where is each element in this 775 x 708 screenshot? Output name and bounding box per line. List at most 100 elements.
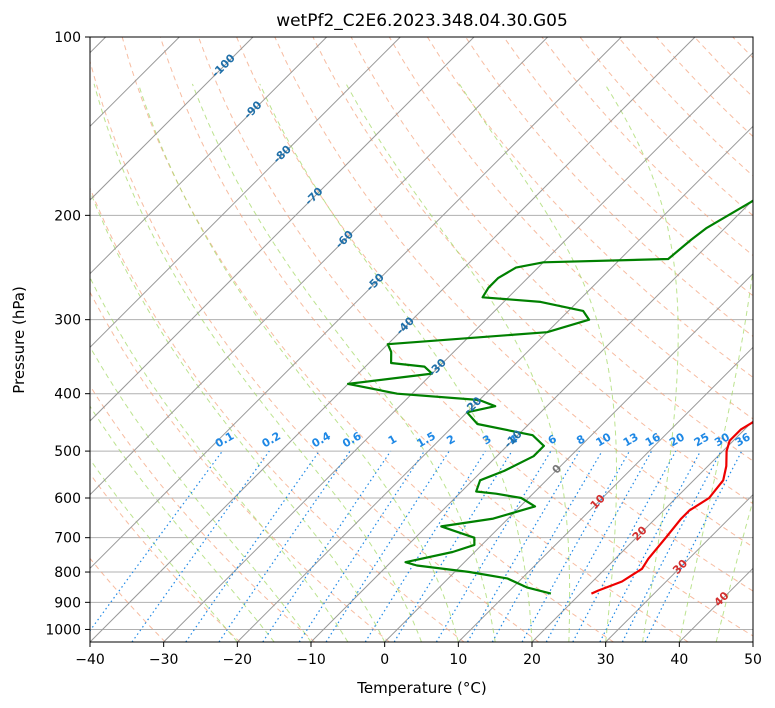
dry-adiabat (771, 37, 775, 642)
x-tick-label: −10 (296, 652, 326, 668)
isotherm (90, 37, 401, 349)
moist-adiabat (259, 83, 533, 642)
x-tick-label: −20 (223, 652, 253, 668)
mixing-ratio-line (131, 450, 270, 642)
mixing-ratio-line (364, 450, 486, 642)
mixing-ratio-line (545, 450, 653, 642)
mixing-ratio-label: 0.1 (213, 429, 236, 450)
x-axis-label: Temperature (°C) (356, 679, 486, 697)
mixing-ratio-label: 0.4 (310, 429, 334, 450)
dry-adiabat (656, 37, 753, 138)
mixing-ratio-label: 6 (546, 432, 559, 447)
y-axis: 100 200 300 400 500 600 700 800 900 1000 (45, 30, 90, 638)
dry-adiabat (236, 37, 753, 592)
y-tick-label: 1000 (45, 622, 81, 638)
dewpoint-profile-line (347, 199, 753, 595)
dry-adiabat (694, 37, 753, 98)
dry-adiabat (503, 37, 753, 297)
dry-adiabat (274, 37, 753, 548)
dry-adiabat (90, 59, 540, 642)
isotherm-label: -50 (364, 271, 387, 294)
dry-adiabat (90, 186, 465, 642)
mixing-ratio-label: 1 (386, 432, 399, 447)
moist-adiabat (90, 345, 312, 642)
moist-adiabat (715, 498, 753, 642)
x-tick-label: 40 (670, 652, 688, 668)
isotherm (531, 420, 753, 642)
x-tick-label: −30 (149, 652, 179, 668)
profiles (347, 199, 753, 595)
y-axis-label: Pressure (hPa) (10, 286, 28, 394)
dry-adiabat (90, 384, 316, 642)
mixing-ratio-label: 0.2 (260, 429, 283, 450)
mixing-ratio-line (572, 450, 677, 642)
moist-adiabat (458, 83, 617, 642)
mixing-ratio-line (298, 450, 425, 642)
isotherm (90, 37, 328, 275)
mixing-ratio-label: 20 (667, 430, 687, 449)
dry-adiabat (90, 291, 390, 642)
moist-adiabat (90, 405, 275, 642)
mixing-ratio-label: 16 (643, 430, 663, 449)
mixing-ratio-label: 1.5 (414, 429, 437, 450)
dry-adiabat (90, 557, 166, 642)
mixing-ratio-label: 0.6 (340, 429, 364, 450)
isotherm (90, 37, 254, 201)
mixing-ratio-line (599, 450, 702, 642)
x-tick-label: 0 (380, 652, 389, 668)
y-tick-label: 400 (54, 387, 81, 403)
dry-adiabat (465, 37, 753, 338)
mixing-ratio-line (325, 450, 450, 642)
mixing-ratio-line (393, 450, 513, 642)
moist-adiabat (191, 83, 496, 642)
isotherm (90, 37, 622, 570)
x-axis: −40 −30 −20 −10 0 10 20 30 40 50 (75, 642, 762, 668)
isotherm (90, 37, 696, 642)
y-tick-label: 500 (54, 444, 81, 460)
isotherm (605, 493, 753, 642)
dry-adiabat (388, 37, 753, 420)
y-tick-label: 900 (54, 595, 81, 611)
mixing-ratio-label: 13 (621, 430, 641, 449)
mixing-ratio-label: 10 (594, 430, 614, 449)
temperature-profile-line (590, 420, 753, 595)
dry-adiabat (541, 37, 753, 257)
dry-adiabat (312, 37, 753, 505)
x-tick-label: 10 (449, 652, 467, 668)
mixing-ratio-line (218, 450, 351, 642)
mixing-ratio-label: 8 (574, 432, 587, 447)
y-tick-label: 200 (54, 208, 81, 224)
dry-adiabat (121, 37, 614, 642)
isotherm (384, 272, 753, 642)
mixing-ratio-line (521, 450, 631, 642)
moist-adiabat (137, 83, 459, 642)
dry-adiabat (350, 37, 753, 462)
isotherm (678, 567, 753, 642)
mixing-ratio-label: 30 (712, 430, 732, 449)
y-tick-label: 300 (54, 313, 81, 329)
dry-adiabat (90, 472, 241, 642)
moist-adiabat (90, 276, 349, 642)
mixing-ratio-line (90, 450, 223, 632)
moist-adiabat (678, 83, 753, 642)
mixing-ratio-line (644, 450, 743, 642)
y-tick-label: 100 (54, 30, 81, 46)
x-tick-label: 20 (523, 652, 541, 668)
plot-frame (89, 36, 754, 643)
mixing-ratio-label: 25 (692, 430, 712, 449)
mixing-ratio-line (491, 450, 603, 642)
isotherm-label: -20 (461, 394, 484, 417)
x-tick-label: 50 (744, 652, 762, 668)
isotherm (90, 37, 475, 422)
isotherm (310, 199, 753, 642)
isotherm (90, 37, 549, 496)
isotherm (752, 641, 753, 642)
mixing-ratio-line (466, 450, 580, 642)
y-tick-label: 800 (54, 565, 81, 581)
moist-adiabat (90, 189, 386, 642)
moist-adiabat (93, 83, 422, 642)
isotherm (236, 125, 753, 642)
x-tick-label: 30 (597, 652, 615, 668)
background-lines (90, 37, 775, 642)
